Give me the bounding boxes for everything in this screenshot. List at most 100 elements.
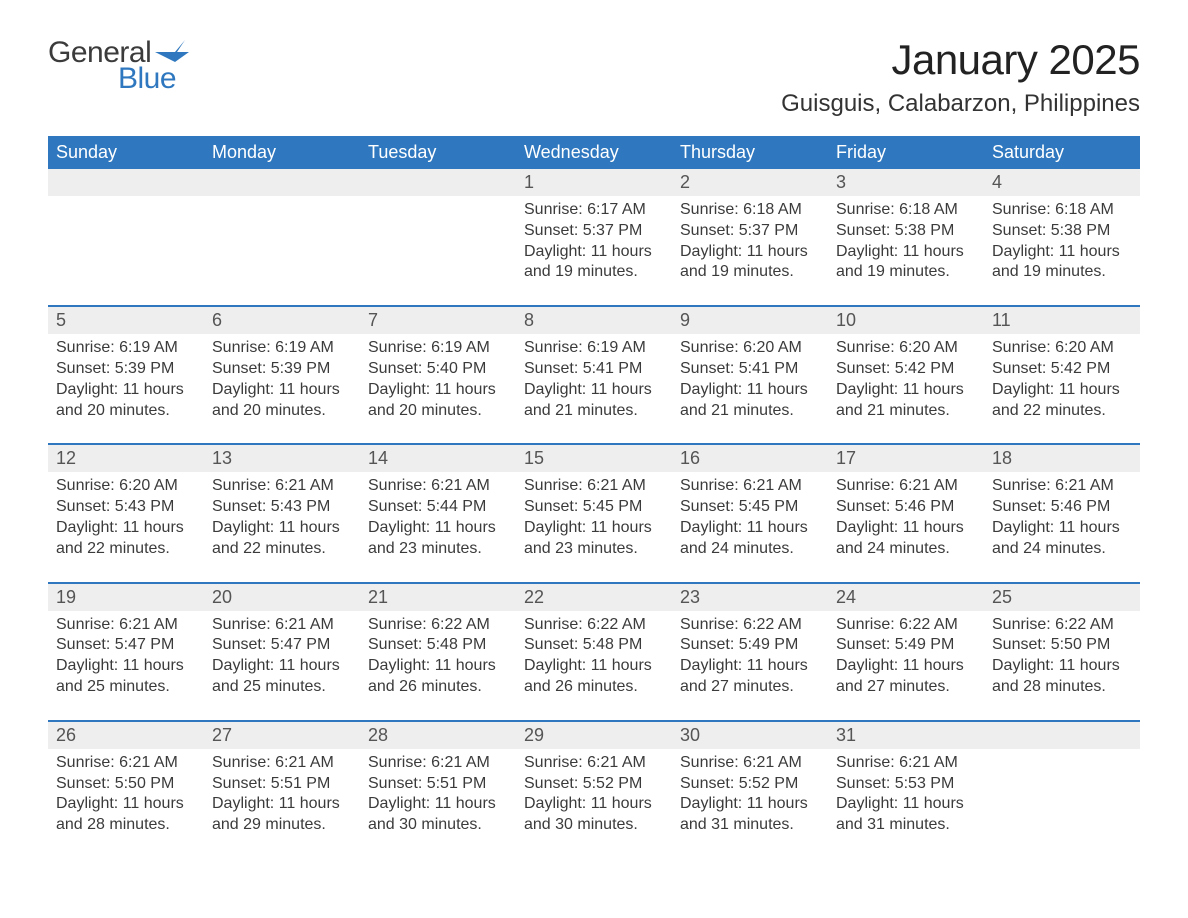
week-block: 567891011 Sunrise: 6:19 AM Sunset: 5:39 PM… — [48, 305, 1140, 443]
day-cell: Sunrise: 6:22 AMSunset: 5:48 PMDaylight:… — [516, 611, 672, 720]
day-number: 4 — [984, 169, 1140, 196]
daylight-text: Daylight: 11 hours and 26 minutes. — [368, 656, 508, 698]
day-number: 15 — [516, 445, 672, 472]
daylight-text: Daylight: 11 hours and 23 minutes. — [524, 518, 664, 560]
sunrise-text: Sunrise: 6:22 AM — [992, 615, 1132, 636]
sunrise-text: Sunrise: 6:22 AM — [524, 615, 664, 636]
day-cell: Sunrise: 6:18 AMSunset: 5:38 PMDaylight:… — [984, 196, 1140, 305]
sunrise-text: Sunrise: 6:18 AM — [836, 200, 976, 221]
day-number: 5 — [48, 307, 204, 334]
day-number: 21 — [360, 584, 516, 611]
day-cell: Sunrise: 6:21 AMSunset: 5:51 PMDaylight:… — [360, 749, 516, 858]
sunset-text: Sunset: 5:40 PM — [368, 359, 508, 380]
weekday-header: Monday — [204, 136, 360, 169]
day-cell: Sunrise: 6:21 AMSunset: 5:47 PMDaylight:… — [204, 611, 360, 720]
sunrise-text: Sunrise: 6:21 AM — [56, 753, 196, 774]
day-cell: Sunrise: 6:20 AMSunset: 5:42 PMDaylight:… — [984, 334, 1140, 443]
day-cell: Sunrise: 6:22 AMSunset: 5:49 PMDaylight:… — [828, 611, 984, 720]
day-number: 1 — [516, 169, 672, 196]
sunset-text: Sunset: 5:41 PM — [680, 359, 820, 380]
day-cell: Sunrise: 6:18 AMSunset: 5:38 PMDaylight:… — [828, 196, 984, 305]
weekday-header: Sunday — [48, 136, 204, 169]
day-cell: Sunrise: 6:22 AMSunset: 5:49 PMDaylight:… — [672, 611, 828, 720]
day-number: 14 — [360, 445, 516, 472]
day-number — [360, 169, 516, 196]
day-number: 22 — [516, 584, 672, 611]
day-cell: Sunrise: 6:20 AMSunset: 5:43 PMDaylight:… — [48, 472, 204, 581]
day-cell: Sunrise: 6:21 AMSunset: 5:43 PMDaylight:… — [204, 472, 360, 581]
week-block: 19202122232425Sunrise: 6:21 AMSunset: 5:… — [48, 582, 1140, 720]
day-number: 25 — [984, 584, 1140, 611]
day-number: 13 — [204, 445, 360, 472]
day-number: 7 — [360, 307, 516, 334]
day-number: 11 — [984, 307, 1140, 334]
daylight-text: Daylight: 11 hours and 20 minutes. — [212, 380, 352, 422]
weekday-header: Friday — [828, 136, 984, 169]
day-cell: Sunrise: 6:21 AMSunset: 5:53 PMDaylight:… — [828, 749, 984, 858]
sunrise-text: Sunrise: 6:20 AM — [680, 338, 820, 359]
week-block: 1234Sunrise: 6:17 AMSunset: 5:37 PMDayli… — [48, 169, 1140, 305]
daylight-text: Daylight: 11 hours and 24 minutes. — [836, 518, 976, 560]
sunset-text: Sunset: 5:43 PM — [56, 497, 196, 518]
sunrise-text: Sunrise: 6:18 AM — [992, 200, 1132, 221]
day-number-row: 567891011 — [48, 307, 1140, 334]
daylight-text: Daylight: 11 hours and 21 minutes. — [836, 380, 976, 422]
day-cell: Sunrise: 6:21 AMSunset: 5:52 PMDaylight:… — [516, 749, 672, 858]
sunrise-text: Sunrise: 6:21 AM — [680, 753, 820, 774]
sunset-text: Sunset: 5:39 PM — [56, 359, 196, 380]
day-content-row: Sunrise: 6:19 AM Sunset: 5:39 PM Daylight:… — [48, 334, 1140, 443]
day-number: 19 — [48, 584, 204, 611]
day-cell: Sunrise: 6:17 AMSunset: 5:37 PMDaylight:… — [516, 196, 672, 305]
day-number: 16 — [672, 445, 828, 472]
sunset-text: Sunset: 5:41 PM — [524, 359, 664, 380]
sunset-text: Sunset: 5:37 PM — [524, 221, 664, 242]
daylight-text: Daylight: 11 hours and 26 minutes. — [524, 656, 664, 698]
day-cell: Sunrise: 6:19 AMSunset: 5:41 PMDaylight:… — [516, 334, 672, 443]
daylight-text: Daylight: 11 hours and 27 minutes. — [680, 656, 820, 698]
sunset-text: Sunset: 5:52 PM — [680, 774, 820, 795]
month-title: January 2025 — [781, 36, 1140, 84]
day-number: 17 — [828, 445, 984, 472]
day-number: 30 — [672, 722, 828, 749]
daylight-text: Daylight: 11 hours and 20 minutes. — [368, 380, 508, 422]
day-cell: Sunrise: 6:21 AMSunset: 5:45 PMDaylight:… — [516, 472, 672, 581]
daylight-text: Daylight: 11 hours and 19 minutes. — [836, 242, 976, 284]
day-number — [984, 722, 1140, 749]
sunset-text: Sunset: 5:43 PM — [212, 497, 352, 518]
day-number: 8 — [516, 307, 672, 334]
location-subtitle: Guisguis, Calabarzon, Philippines — [781, 90, 1140, 118]
daylight-text: Daylight: 11 hours and 25 minutes. — [212, 656, 352, 698]
sunset-text: Sunset: 5:49 PM — [836, 635, 976, 656]
title-block: January 2025 Guisguis, Calabarzon, Phili… — [781, 36, 1140, 118]
day-number-row: 262728293031 — [48, 722, 1140, 749]
day-number: 24 — [828, 584, 984, 611]
sunset-text: Sunset: 5:53 PM — [836, 774, 976, 795]
day-cell: Sunrise: 6:18 AMSunset: 5:37 PMDaylight:… — [672, 196, 828, 305]
day-number: 23 — [672, 584, 828, 611]
sunset-text: Sunset: 5:50 PM — [992, 635, 1132, 656]
weekday-header: Wednesday — [516, 136, 672, 169]
weeks-container: 1 23 4 Sunrise: 6:17 AMSunset: 5:37 PMDayli… — [48, 169, 1140, 858]
sunset-text: Sunset: 5:42 PM — [836, 359, 976, 380]
daylight-text: Daylight: 11 hours and 22 minutes. — [992, 380, 1132, 422]
daylight-text: Daylight: 11 hours and 23 minutes. — [368, 518, 508, 560]
weekday-header-row: Sunday Monday Tuesday Wednesday Thursday… — [48, 136, 1140, 169]
day-number: 6 — [204, 307, 360, 334]
sunset-text: Sunset: 5:51 PM — [368, 774, 508, 795]
sunrise-text: Sunrise: 6:21 AM — [56, 615, 196, 636]
daylight-text: Daylight: 11 hours and 30 minutes. — [524, 794, 664, 836]
day-number: 26 — [48, 722, 204, 749]
sunrise-text: Sunrise: 6:21 AM — [212, 476, 352, 497]
sunset-text: Sunset: 5:52 PM — [524, 774, 664, 795]
brand-flag-icon — [155, 40, 189, 62]
sunrise-text: Sunrise: 6:18 AM — [680, 200, 820, 221]
day-number: 18 — [984, 445, 1140, 472]
brand-word-blue: Blue — [118, 62, 176, 96]
daylight-text: Daylight: 11 hours and 28 minutes. — [992, 656, 1132, 698]
day-number: 28 — [360, 722, 516, 749]
day-number: 2 — [672, 169, 828, 196]
sunset-text: Sunset: 5:48 PM — [524, 635, 664, 656]
daylight-text: Daylight: 11 hours and 19 minutes. — [524, 242, 664, 284]
sunrise-text: Sunrise: 6:19 AM — [368, 338, 508, 359]
sunset-text: Sunset: 5:42 PM — [992, 359, 1132, 380]
